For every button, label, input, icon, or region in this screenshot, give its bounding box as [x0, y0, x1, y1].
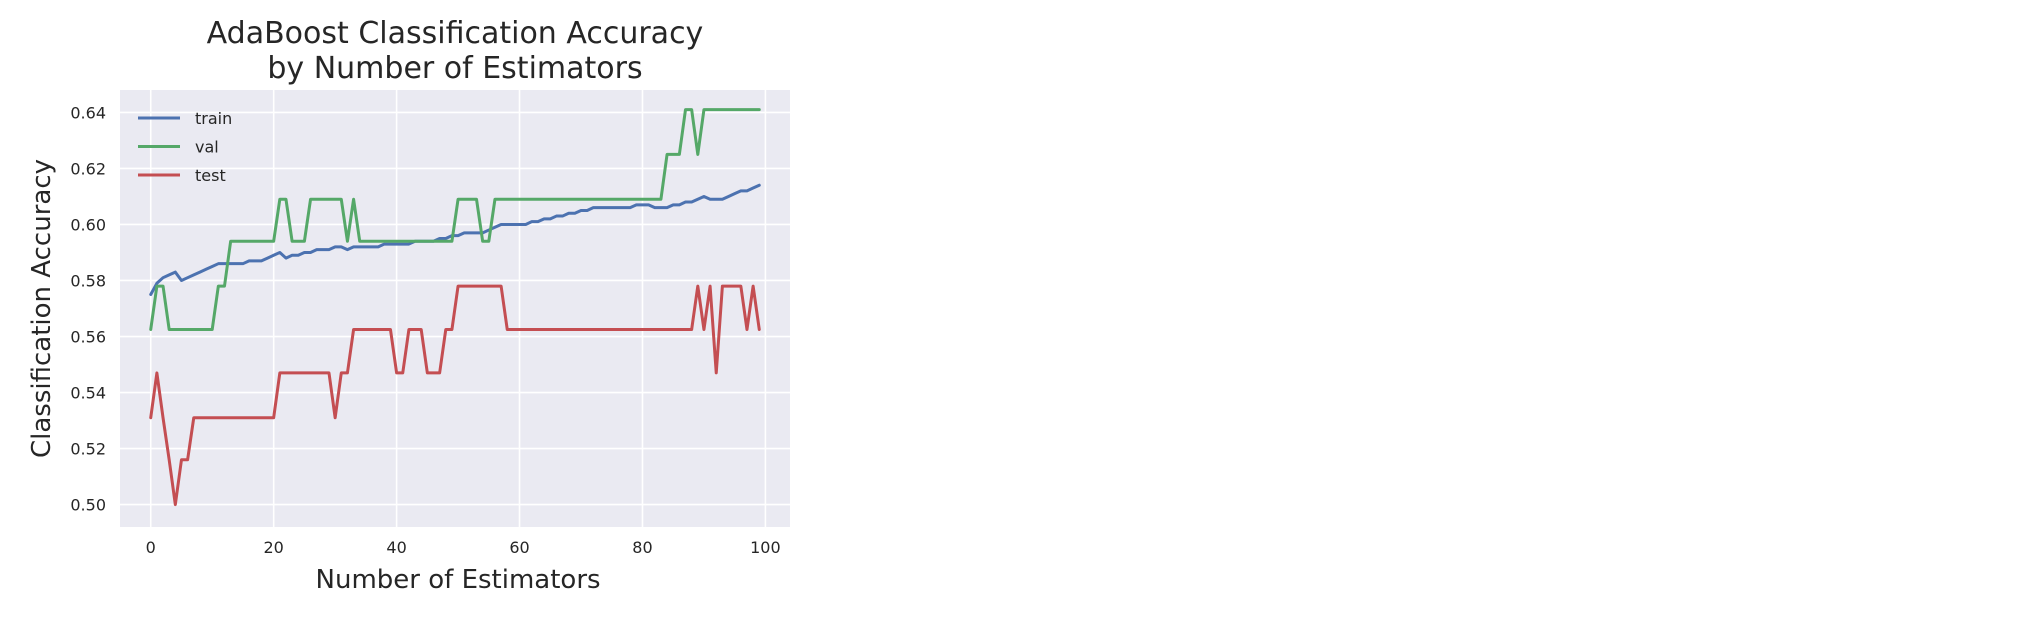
chart-title-line-1: AdaBoost Classification Accuracy [207, 16, 704, 51]
y-tick-label-4: 0.58 [70, 271, 106, 290]
chart: 0 20 40 60 80 100 0.50 0.52 0.54 0.56 0.58 0.60 0.62… [0, 0, 820, 618]
legend-label-test: test [195, 166, 226, 185]
grid [120, 90, 790, 527]
chart-svg: 0 20 40 60 80 100 0.50 0.52 0.54 0.56 0.58 0.60 0.62… [27, 16, 790, 595]
y-tick-label-3: 0.56 [70, 328, 106, 347]
y-tick-label-1: 0.52 [70, 440, 106, 459]
series-layer [149, 108, 761, 507]
y-tick-label-2: 0.54 [70, 384, 106, 403]
tick-labels: 0 20 40 60 80 100 0.50 0.52 0.54 0.56 0.58 0.60 0.62… [70, 103, 780, 557]
y-tick-label-0: 0.50 [70, 496, 106, 515]
chart-title-line-2: by Number of Estimators [267, 51, 642, 86]
x-tick-label-0: 0 [146, 538, 156, 557]
legend-label-train: train [195, 109, 232, 128]
x-axis-label: Number of Estimators [316, 565, 601, 595]
x-tick-label-5: 100 [750, 538, 781, 557]
legend: train val test [138, 109, 232, 185]
x-tick-label-2: 40 [386, 538, 406, 557]
y-tick-label-6: 0.62 [70, 159, 106, 178]
series-line-val [149, 108, 761, 332]
series-line-test [149, 284, 761, 507]
series-line-train [149, 183, 761, 296]
y-axis-label: Classification Accuracy [27, 159, 57, 458]
legend-label-val: val [195, 138, 219, 157]
x-tick-label-4: 80 [632, 538, 652, 557]
x-tick-label-3: 60 [509, 538, 529, 557]
x-tick-label-1: 20 [263, 538, 283, 557]
y-tick-label-7: 0.64 [70, 103, 106, 122]
y-tick-label-5: 0.60 [70, 215, 106, 234]
